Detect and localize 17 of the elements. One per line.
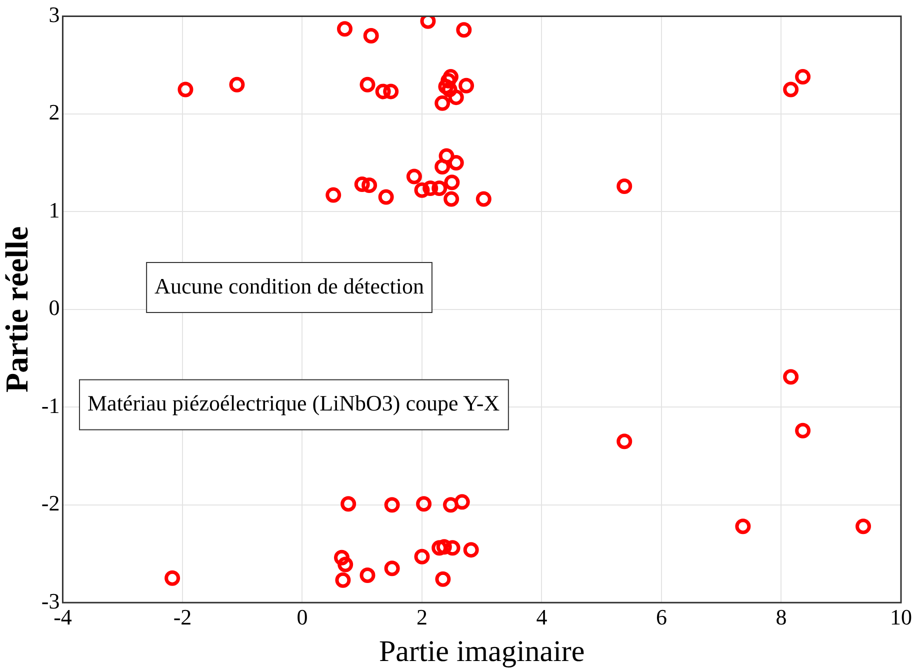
y-tick-label: 3 [48,2,60,27]
x-tick-label: 10 [890,604,912,630]
x-tick-label: 0 [296,604,308,630]
x-tick-label: -2 [173,604,192,630]
x-tick-label: 2 [416,604,428,630]
y-tick-label: 0 [48,295,60,320]
y-tick-label: -1 [41,392,60,418]
y-axis-title: Partie réelle [0,226,34,392]
x-tick-label: 6 [656,604,667,630]
y-tick-label: 1 [48,197,60,222]
x-tick-label: 8 [776,604,787,630]
y-tick-label: -2 [41,490,60,516]
annotation: Matériau piézoélectrique (LiNbO3) coupe Y-X [87,390,500,416]
annotation: Aucune condition de détection [154,273,424,298]
y-tick-label: 2 [48,100,60,125]
x-axis-title: Partie imaginaire [378,634,585,668]
x-tick-label: 4 [536,604,548,630]
